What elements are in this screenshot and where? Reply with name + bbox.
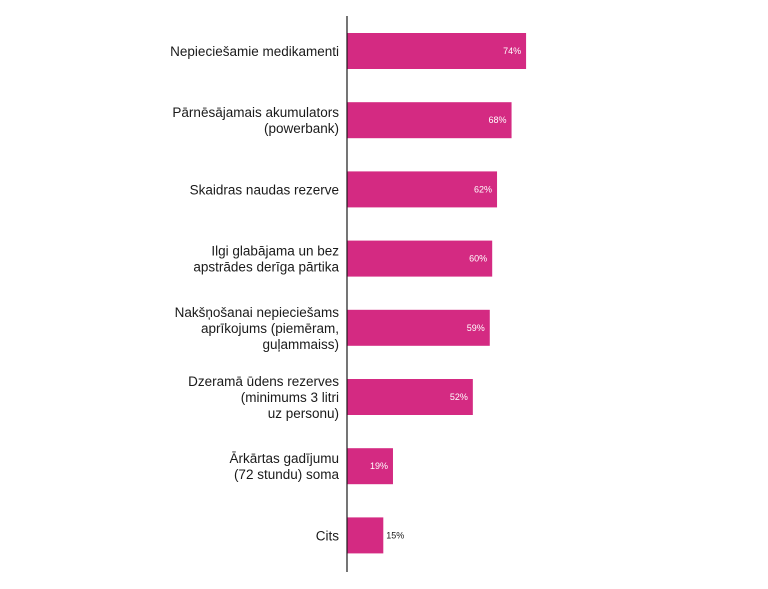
bar-6 <box>347 448 393 485</box>
value-label-2: 62% <box>474 184 492 194</box>
category-label-line: Nepieciešamie medikamenti <box>170 44 339 59</box>
value-label-0: 74% <box>503 46 521 56</box>
bar-7 <box>347 517 384 554</box>
bar-1 <box>347 102 512 139</box>
category-label-3: Ilgi glabājama un bez apstrādes derīga pā… <box>193 244 339 275</box>
bars-group <box>347 33 527 554</box>
category-label-line: apstrādes derīga pārtika <box>193 260 339 275</box>
value-label-5: 52% <box>450 392 468 402</box>
category-label-line: Nakšņošanai nepieciešams <box>175 305 340 320</box>
category-label-6: Ārkārtas gadījumu (72 stundu) soma <box>229 451 339 482</box>
category-label-0: Nepieciešamie medikamenti <box>170 44 339 59</box>
bar-3 <box>347 240 493 277</box>
category-label-line: Cits <box>316 528 339 543</box>
category-label-line: guļammaiss) <box>262 337 339 352</box>
value-label-4: 59% <box>467 323 485 333</box>
category-label-line: aprīkojums (piemēram, <box>201 321 339 336</box>
category-label-line: (72 stundu) soma <box>234 467 340 482</box>
bar-5 <box>347 379 473 415</box>
value-label-1: 68% <box>489 115 507 125</box>
category-label-line: (powerbank) <box>264 121 339 136</box>
category-label-line: uz personu) <box>268 406 339 421</box>
value-label-6: 19% <box>370 461 388 471</box>
value-label-7: 15% <box>386 530 404 540</box>
category-label-4: Nakšņošanai nepieciešams aprīkojums (piem… <box>175 305 340 352</box>
category-labels-group: Nepieciešamie medikamenti Pārnēsājamais a… <box>170 44 339 543</box>
category-label-line: Ārkārtas gadījumu <box>229 451 339 466</box>
category-label-1: Pārnēsājamais akumulators (powerbank) <box>172 105 339 136</box>
category-label-2: Skaidras naudas rezerve <box>190 182 339 197</box>
category-label-5: Dzeramā ūdens rezerves (minimums 3 litri u… <box>188 374 339 421</box>
value-labels-group: 74% 68% 62% 60% 59% 52% 19% 15% <box>370 46 521 540</box>
bar-2 <box>347 171 498 208</box>
value-label-3: 60% <box>469 254 487 264</box>
bar-0 <box>347 33 527 69</box>
bar-4 <box>347 309 490 346</box>
category-label-line: Pārnēsājamais akumulators <box>172 105 339 120</box>
category-label-line: Ilgi glabājama un bez <box>211 244 339 259</box>
category-label-line: Skaidras naudas rezerve <box>190 182 339 197</box>
category-label-line: (minimums 3 litri <box>241 390 339 405</box>
category-label-line: Dzeramā ūdens rezerves <box>188 374 339 389</box>
category-label-7: Cits <box>316 528 339 543</box>
